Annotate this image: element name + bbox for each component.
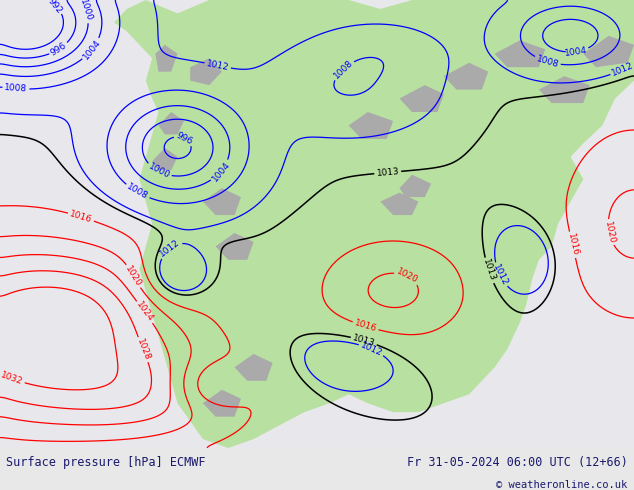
Text: 1004: 1004: [210, 159, 231, 183]
Text: 1012: 1012: [491, 263, 509, 287]
Text: 1008: 1008: [535, 54, 560, 70]
Text: 1008: 1008: [4, 83, 28, 94]
Text: 996: 996: [49, 41, 68, 57]
Text: 1020: 1020: [395, 267, 419, 285]
Text: 1020: 1020: [124, 264, 143, 288]
Text: 1013: 1013: [376, 167, 399, 178]
Text: 1012: 1012: [611, 61, 634, 78]
Text: 996: 996: [174, 130, 194, 146]
Text: 992: 992: [46, 0, 64, 15]
Text: © weatheronline.co.uk: © weatheronline.co.uk: [496, 480, 628, 490]
Text: 1004: 1004: [564, 46, 588, 58]
Text: 1032: 1032: [0, 370, 24, 387]
Text: 1020: 1020: [602, 220, 616, 245]
Text: 1012: 1012: [359, 341, 384, 358]
Text: 1008: 1008: [332, 58, 354, 81]
Text: 1013: 1013: [352, 333, 376, 348]
Text: 1016: 1016: [353, 318, 378, 334]
Text: Surface pressure [hPa] ECMWF: Surface pressure [hPa] ECMWF: [6, 456, 206, 469]
Text: 1016: 1016: [566, 233, 579, 257]
Text: 1013: 1013: [481, 258, 496, 283]
Text: 1024: 1024: [134, 300, 155, 324]
Text: 1008: 1008: [125, 182, 150, 202]
Text: 1000: 1000: [78, 0, 93, 23]
Text: 1028: 1028: [134, 338, 152, 362]
Text: 1012: 1012: [205, 59, 230, 72]
Text: 1012: 1012: [158, 238, 182, 259]
Text: 1000: 1000: [146, 162, 171, 181]
Text: 1004: 1004: [81, 38, 103, 61]
Text: Fr 31-05-2024 06:00 UTC (12+66): Fr 31-05-2024 06:00 UTC (12+66): [407, 456, 628, 469]
Text: 1016: 1016: [68, 209, 93, 224]
